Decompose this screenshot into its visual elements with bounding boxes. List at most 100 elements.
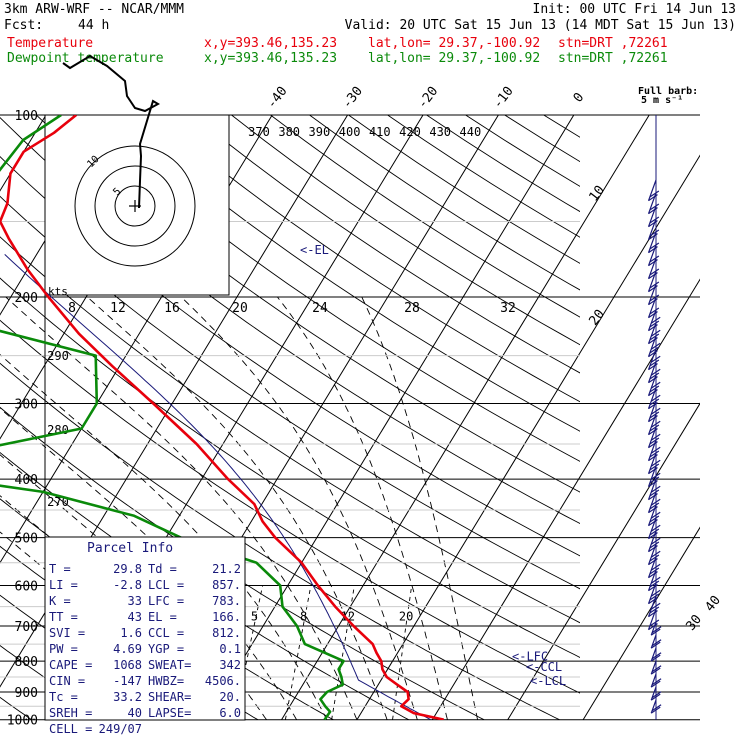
hodograph-speed-label: 8 [68,301,76,316]
svg-text:-147: -147 [113,674,142,688]
hodograph-ring [94,165,176,247]
valid-time: Valid: 20 UTC Sat 15 Jun 13 (14 MDT Sat … [344,18,736,33]
svg-text:Td =: Td = [148,562,177,576]
parcel-info-row: Tc = 33.2 SHEAR= 20. [49,690,241,704]
theta-label: 370 [248,125,270,139]
isotherm-line [507,402,700,720]
parcel-info-row: CELL = 249/07 [49,722,142,736]
wind-barb [647,517,661,540]
parcel-info-row: PW = 4.69 YGP = 0.1 [49,642,241,656]
isotherm-label: -40 [264,84,290,112]
isotherm-line [0,115,349,688]
temperature-xy: x,y=393.46,135.23 [204,36,338,51]
wind-barb [647,608,660,631]
svg-text:LI =: LI = [49,578,78,592]
svg-text:PW =: PW = [49,642,78,656]
wind-barb [647,192,660,215]
pressure-tick-label: 100 [15,109,38,124]
wind-barb [647,491,661,514]
svg-text:812.: 812. [212,626,241,640]
parcel-info-row: LI = -2.8 LCL = 857. [49,578,241,592]
svg-text:166.: 166. [212,610,241,624]
parcel-trace [4,254,432,720]
fcst-value: 44 h [78,18,110,33]
isotherm-label: 20 [587,307,608,329]
wind-barb [647,400,661,423]
wind-barb [647,283,660,306]
wind-barb [647,504,661,527]
wind-barb [647,413,661,436]
pressure-tick-label: 300 [15,398,38,413]
svg-text:29.8: 29.8 [113,562,142,576]
wind-barb [650,673,662,688]
moist-adiabat-line [180,296,418,720]
pressure-tick-label: 200 [15,291,38,306]
moist-adiabat-line [0,407,297,720]
wind-barb [647,556,661,579]
isotherm-line [205,115,575,720]
svg-text:249/07: 249/07 [99,722,142,736]
svg-text:TT =: TT = [49,610,78,624]
parcel-info-row: TT = 43 EL = 166. [49,610,241,624]
dry-adiabat-line [348,115,580,264]
svg-text:T =: T = [49,562,71,576]
isotherm-label: 30 [684,612,705,634]
svg-text:LCL =: LCL = [148,578,184,592]
wind-barb [650,686,662,701]
hodograph-speed-label: 32 [500,301,516,316]
svg-text:-2.8: -2.8 [113,578,142,592]
parcel-info-row: SVI = 1.6 CCL = 812. [49,626,241,640]
pressure-tick-label: 1000 [7,714,38,729]
isotherm-label: 10 [587,183,608,205]
theta-label: 390 [309,125,331,139]
wind-barb [647,374,661,397]
wind-barb [647,452,661,475]
isotherm-line [356,154,700,720]
isotherm-label: 40 [703,593,724,615]
svg-text:K =: K = [49,594,71,608]
svg-text:342: 342 [219,658,241,672]
pressure-tick-label: 400 [15,473,38,488]
temperature-legend: Temperature [7,36,94,51]
wind-barb [647,322,661,345]
mixing-ratio-label: 20 [399,609,413,623]
level-annotation-lcl: <-LCL [530,674,566,688]
hodograph-speed-label: 12 [110,301,126,316]
pressure-tick-label: 700 [15,620,38,635]
hodograph-speed-label: 28 [404,301,420,316]
svg-text:CCL =: CCL = [148,626,184,640]
parcel-info-row: SREH = 40 LAPSE= 6.0 [49,706,241,720]
init-time: Init: 00 UTC Fri 14 Jun 13 [532,2,737,17]
pressure-tick-label: 800 [15,655,38,670]
wind-barb [647,478,661,501]
dewpoint-xy: x,y=393.46,135.23 [204,51,338,66]
fcst-label: Fcst: [4,18,44,33]
wind-barb [647,543,661,566]
svg-text:SWEAT=: SWEAT= [148,658,191,672]
mixing-ratio-label: 8 [300,609,307,623]
barb-speed-label: 5 m s⁻¹ [641,95,684,106]
svg-text:SREH =: SREH = [49,706,92,720]
hodograph-speed-label: 20 [232,301,248,316]
hodograph-speed-label: 16 [164,301,180,316]
theta-label: 420 [399,125,421,139]
dewpoint-latlon: lat,lon= 29.37,-100.92 [368,51,541,66]
wind-barb [647,205,660,228]
dry-adiabat-line [231,115,580,346]
wind-barb [647,361,661,384]
hodograph-speed-label: 24 [312,301,328,316]
parcel-info-row: CIN = -147 HWBZ= 4506. [49,674,241,688]
theta-label: 440 [460,125,482,139]
wind-barb [647,465,661,488]
wind-barb [647,439,661,462]
wind-barb [647,218,660,241]
hodograph-ring [74,145,196,267]
level-annotation-lfc: <-LFC [512,649,548,663]
wind-barb [647,309,661,332]
dewpoint-profile [0,115,345,720]
svg-text:0.1: 0.1 [219,642,241,656]
svg-text:LFC =: LFC = [148,594,184,608]
pressure-tick-label: 900 [15,686,38,701]
isotherm-line [582,526,700,720]
